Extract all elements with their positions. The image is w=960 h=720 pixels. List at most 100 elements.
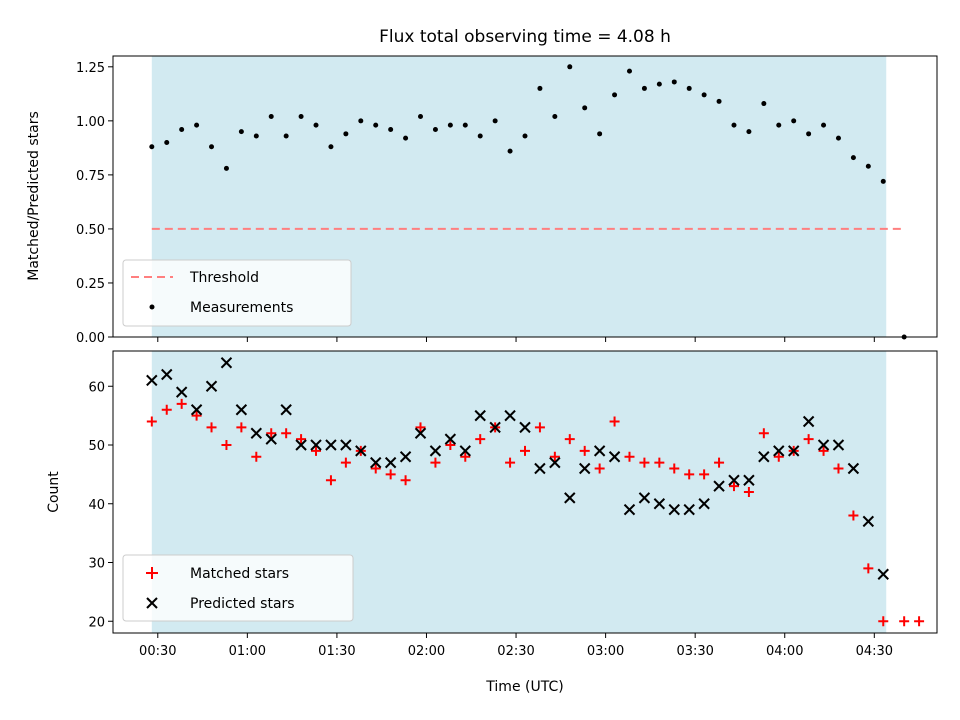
bottom-y-tick-label: 60 [88, 380, 105, 395]
predicted-stars-point [161, 368, 173, 381]
predicted-stars-point [534, 462, 546, 475]
predicted-stars-point [773, 445, 785, 457]
legend-predicted-swatch [146, 597, 158, 609]
measurements-point [492, 118, 498, 124]
measurements-point [283, 133, 289, 139]
predicted-stars-point [175, 386, 188, 398]
predicted-stars-point [220, 357, 233, 369]
matched-stars-point [266, 428, 277, 439]
predicted-stars-point [474, 409, 486, 422]
matched-stars-point [758, 428, 769, 439]
matched-stars-point [863, 563, 874, 574]
predicted-stars-point [250, 427, 263, 439]
predicted-stars-point [295, 439, 307, 451]
predicted-stars-point [444, 433, 457, 445]
measurements-point [477, 133, 483, 139]
measurements-point [373, 122, 379, 128]
matched-stars-point [385, 469, 396, 480]
matched-stars-point [206, 422, 217, 433]
predicted-stars-point [370, 456, 382, 469]
predicted-stars-point [205, 380, 218, 392]
predicted-stars-point [190, 404, 203, 416]
measurements-point [507, 148, 513, 154]
bottom-y-tick-label: 50 [88, 439, 105, 454]
matched-stars-point [325, 475, 336, 486]
matched-stars-point [773, 451, 784, 462]
measurements-point [567, 64, 573, 70]
predicted-stars-point [847, 462, 860, 475]
measurements-point [850, 155, 856, 161]
matched-stars-point [609, 416, 620, 427]
top-y-tick-label: 0.25 [76, 277, 105, 292]
predicted-stars-point [325, 439, 337, 451]
matched-stars-point [564, 434, 575, 445]
x-tick-label: 03:30 [676, 644, 713, 659]
matched-stars-point [914, 616, 925, 627]
matched-stars-point [311, 445, 322, 456]
matched-stars-point [833, 463, 844, 474]
top-y-tick-label: 1.00 [76, 115, 105, 130]
predicted-stars-point [743, 474, 755, 486]
matched-stars-point [221, 440, 232, 450]
top-axes-frame [112, 55, 938, 338]
measurements-point [746, 129, 752, 135]
x-tick-label: 01:00 [229, 644, 266, 659]
matched-stars-point [534, 422, 545, 433]
x-tick-label: 02:00 [408, 644, 445, 659]
predicted-stars-point [698, 498, 710, 510]
predicted-stars-point [355, 445, 367, 457]
matched-stars-point [370, 463, 381, 474]
legend-matched-swatch [146, 567, 158, 579]
matched-stars-point [684, 469, 695, 480]
matched-stars-point [549, 451, 560, 462]
measurements-point [701, 92, 707, 98]
measurements-point [432, 126, 438, 132]
measurements-point [761, 101, 767, 107]
measurements-point [358, 118, 364, 124]
predicted-stars-point [459, 445, 471, 457]
predicted-stars-point [817, 439, 830, 451]
measurements-point [447, 122, 453, 128]
predicted-stars-point [564, 492, 576, 504]
legend-predicted-label: Predicted stars [190, 596, 295, 612]
x-tick-label: 04:30 [856, 644, 893, 659]
matched-stars-point [899, 616, 910, 627]
measurements-point [671, 79, 677, 85]
predicted-stars-point [713, 480, 725, 492]
measurements-point [537, 85, 543, 91]
measurements-point [194, 122, 200, 128]
measurements-point [791, 118, 797, 124]
x-tick-label: 02:30 [497, 644, 534, 659]
measurements-point [835, 135, 841, 141]
predicted-stars-point [310, 439, 322, 451]
matched-stars-point [236, 422, 247, 433]
legend-measurements-label: Measurements [190, 300, 293, 316]
matched-stars-point [400, 475, 411, 486]
measurements-point [806, 131, 812, 137]
predicted-stars-point [623, 503, 636, 516]
predicted-stars-point [489, 421, 501, 434]
top-y-tick-label: 0.50 [76, 223, 105, 238]
measurements-point [656, 81, 662, 87]
chart-title: Flux total observing time = 4.08 h [379, 27, 671, 47]
predicted-stars-point [235, 404, 248, 416]
matched-stars-point [340, 457, 351, 468]
predicted-stars-point [579, 462, 591, 475]
measurements-point [597, 131, 603, 137]
predicted-stars-point [399, 451, 412, 463]
measurements-point [731, 122, 737, 128]
bottom-y-tick-label: 40 [88, 498, 105, 513]
predicted-stars-point [758, 451, 770, 463]
predicted-stars-point [265, 433, 277, 445]
predicted-stars-point [429, 445, 442, 457]
measurements-point [238, 129, 244, 135]
matched-stars-point [743, 487, 754, 497]
matched-stars-point [430, 457, 441, 468]
x-tick-label: 04:00 [766, 644, 803, 659]
matched-stars-point [714, 457, 725, 468]
matched-stars-point [878, 616, 889, 627]
predicted-stars-point [146, 374, 158, 387]
measurements-point [388, 126, 394, 132]
matched-stars-point [848, 510, 859, 521]
top-y-tick-label: 1.25 [76, 61, 105, 76]
